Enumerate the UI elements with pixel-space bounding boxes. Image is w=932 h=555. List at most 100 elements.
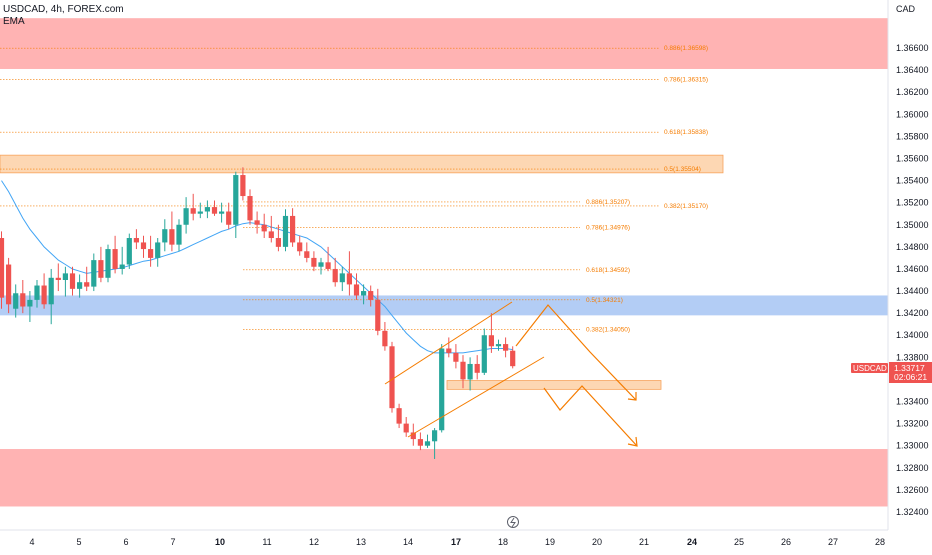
candle-body-52 xyxy=(368,291,374,300)
candle-body-69 xyxy=(488,335,494,347)
x-tick-label-15: 25 xyxy=(734,537,744,547)
candle-body-49 xyxy=(346,273,352,285)
candle-body-50 xyxy=(353,284,360,296)
mid-orange-zone xyxy=(0,154,724,174)
y-tick-label-1: 1.36400 xyxy=(896,65,929,75)
x-tick-label-5: 11 xyxy=(262,537,271,547)
y-tick-label-9: 1.34800 xyxy=(896,242,929,252)
candle-body-30 xyxy=(211,207,218,214)
fib-small-label-2: 0.618(1.34592) xyxy=(586,267,630,274)
projection-path-alt xyxy=(543,385,638,447)
candle-body-5 xyxy=(34,285,40,300)
y-axis-ticks: 1.36600 1.36400 1.36200 1.36000 1.35800 1.356… xyxy=(896,43,929,517)
x-tick-label-14: 24 xyxy=(687,537,697,547)
y-tick-label-11: 1.34400 xyxy=(896,286,929,296)
candle-body-61 xyxy=(432,430,438,442)
candle-body-67 xyxy=(474,363,480,373)
candle-body-68 xyxy=(481,335,487,373)
bar-countdown: 02:06:21 xyxy=(894,372,927,382)
bottom-red-zone xyxy=(0,449,888,507)
candle-body-16 xyxy=(112,249,118,269)
candle-body-13 xyxy=(91,260,97,287)
y-tick-label-19: 1.32800 xyxy=(896,463,929,473)
candle-body-17 xyxy=(119,264,125,269)
candle-body-21 xyxy=(148,249,154,258)
candle-body-33 xyxy=(233,175,239,225)
symbol-badge-text: USDCAD xyxy=(853,364,887,373)
ema-line xyxy=(1,180,513,354)
y-tick-label-21: 1.32400 xyxy=(896,507,929,517)
x-tick-label-4: 10 xyxy=(215,537,225,547)
blue-zone xyxy=(0,295,888,316)
projection-arrowhead-alt xyxy=(627,436,638,447)
candle-body-6 xyxy=(41,285,47,305)
ema-indicator-label[interactable]: EMA xyxy=(3,16,25,27)
candle-body-0 xyxy=(0,238,5,298)
candle-body-35 xyxy=(247,196,253,221)
candle-body-32 xyxy=(226,211,232,225)
x-axis-ticks[interactable]: 4 5 6 7 10 11 12 13 14 17 18 19 20 21 24 25 26 27 28 xyxy=(29,537,885,547)
symbol-badge xyxy=(851,363,888,373)
small-orange-zone xyxy=(446,380,662,390)
symbol-title: USDCAD, 4h, FOREX.com xyxy=(3,4,124,15)
candle-body-46 xyxy=(325,262,331,269)
y-tick-label-13: 1.34000 xyxy=(896,330,929,340)
candle-body-72 xyxy=(510,350,516,367)
projection-path-main xyxy=(515,304,637,401)
candle-body-23 xyxy=(162,229,168,243)
currency-label: CAD xyxy=(896,4,916,14)
candle-body-64 xyxy=(453,352,459,362)
candle-body-54 xyxy=(382,330,388,347)
x-tick-label-16: 26 xyxy=(781,537,791,547)
candle-body-60 xyxy=(424,441,431,446)
candle-body-47 xyxy=(332,268,338,283)
ema-layer xyxy=(1,180,513,354)
x-tick-label-9: 17 xyxy=(451,537,461,547)
y-tick-label-0: 1.36600 xyxy=(896,43,929,53)
candle-body-8 xyxy=(55,277,61,280)
drawings-layer xyxy=(384,301,638,447)
candle-body-41 xyxy=(290,215,296,243)
candle-body-9 xyxy=(62,273,68,280)
zones-layer xyxy=(0,18,888,507)
x-tick-label-18: 28 xyxy=(875,537,885,547)
fib-large-label-0: 0.886(1.36598) xyxy=(664,45,708,52)
x-tick-label-13: 21 xyxy=(639,537,649,547)
y-tick-label-14: 1.33800 xyxy=(896,352,929,362)
candle-body-71 xyxy=(503,344,509,351)
y-tick-label-8: 1.35000 xyxy=(896,220,929,230)
candle-body-53 xyxy=(375,299,381,331)
candle-body-36 xyxy=(254,220,260,225)
candle-body-31 xyxy=(219,211,225,214)
candle-body-62 xyxy=(439,348,445,431)
lightning-icon[interactable] xyxy=(507,516,519,528)
candle-body-24 xyxy=(169,229,175,245)
fib-small-label-3: 0.5(1.34321) xyxy=(586,297,623,304)
channel-lower-line xyxy=(407,356,545,438)
candle-body-39 xyxy=(275,238,281,247)
top-red-zone xyxy=(0,18,888,69)
candle-body-26 xyxy=(183,208,189,225)
fib-large-label-4: 0.382(1.35170) xyxy=(664,203,708,210)
y-tick-label-6: 1.35400 xyxy=(896,176,929,186)
price-badge xyxy=(889,362,932,383)
x-tick-label-0: 4 xyxy=(29,537,34,547)
candle-body-38 xyxy=(268,231,274,239)
candle-body-1 xyxy=(6,264,12,305)
candle-body-58 xyxy=(410,432,416,440)
candle-body-27 xyxy=(190,208,196,214)
candle-body-25 xyxy=(176,224,182,245)
y-tick-label-4: 1.35800 xyxy=(896,131,929,141)
y-tick-label-3: 1.36000 xyxy=(896,109,929,119)
chart-legend: USDCAD, 4h, FOREX.com EMA xyxy=(3,4,124,28)
last-price-value: 1.33717 xyxy=(894,363,925,373)
candle-body-11 xyxy=(77,282,83,289)
candle-body-65 xyxy=(460,361,466,380)
candle-body-4 xyxy=(27,299,33,307)
last-price-badge: USDCAD 1.33717 02:06:21 xyxy=(851,362,932,383)
candle-body-12 xyxy=(84,282,90,287)
candle-body-7 xyxy=(48,277,54,305)
x-tick-label-17: 27 xyxy=(828,537,838,547)
